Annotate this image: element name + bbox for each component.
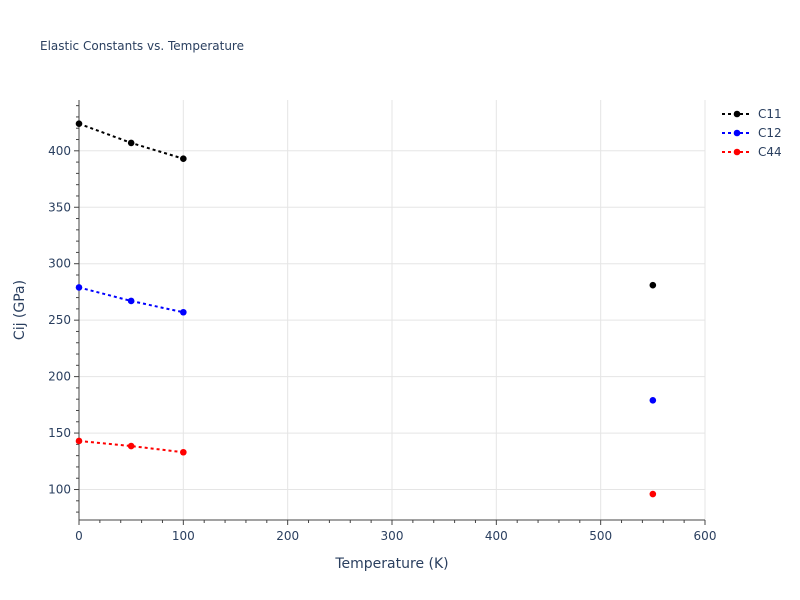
series-c44 xyxy=(75,437,657,498)
legend-item-c44[interactable]: C44 xyxy=(722,145,782,159)
data-point[interactable] xyxy=(127,297,135,305)
y-tick-label: 400 xyxy=(48,144,71,158)
y-tick-label: 200 xyxy=(48,370,71,384)
x-tick-label: 500 xyxy=(589,529,612,543)
data-point[interactable] xyxy=(180,155,187,163)
y-tick-label: 100 xyxy=(48,483,71,497)
x-tick-label: 100 xyxy=(172,529,195,543)
data-series xyxy=(75,120,657,498)
y-tick-label: 250 xyxy=(48,313,71,327)
y-tick-label: 350 xyxy=(48,200,71,214)
data-point[interactable] xyxy=(180,448,187,456)
x-axis-label: Temperature (K) xyxy=(334,556,448,572)
data-point[interactable] xyxy=(180,308,187,316)
axes: 0 100 200 300 400 500 600 100 150 200 250 300 350 400 xyxy=(48,100,716,543)
legend: C11 C12 C44 xyxy=(722,107,782,159)
x-tick-label: 300 xyxy=(381,529,404,543)
legend-label: C11 xyxy=(758,107,782,121)
x-tick-label: 200 xyxy=(276,529,299,543)
data-point[interactable] xyxy=(127,442,135,450)
y-tick-label: 150 xyxy=(48,426,71,440)
data-point[interactable] xyxy=(649,490,657,498)
y-tick-label: 300 xyxy=(48,257,71,271)
grid-lines xyxy=(79,100,706,520)
x-tick-label: 0 xyxy=(75,529,83,543)
data-point[interactable] xyxy=(127,139,135,147)
data-point[interactable] xyxy=(649,281,657,289)
data-point[interactable] xyxy=(75,437,83,445)
legend-label: C44 xyxy=(758,145,782,159)
legend-label: C12 xyxy=(758,126,782,140)
legend-item-c11[interactable]: C11 xyxy=(722,107,782,121)
chart-title: Elastic Constants vs. Temperature xyxy=(40,39,244,53)
legend-item-c12[interactable]: C12 xyxy=(722,126,782,140)
x-tick-label: 400 xyxy=(485,529,508,543)
x-tick-label: 600 xyxy=(694,529,717,543)
series-c12 xyxy=(75,284,657,404)
data-point[interactable] xyxy=(75,284,83,291)
series-c11 xyxy=(75,120,657,289)
y-axis-label: Cij (GPa) xyxy=(12,280,28,340)
data-point[interactable] xyxy=(649,397,657,404)
data-point[interactable] xyxy=(75,120,83,128)
